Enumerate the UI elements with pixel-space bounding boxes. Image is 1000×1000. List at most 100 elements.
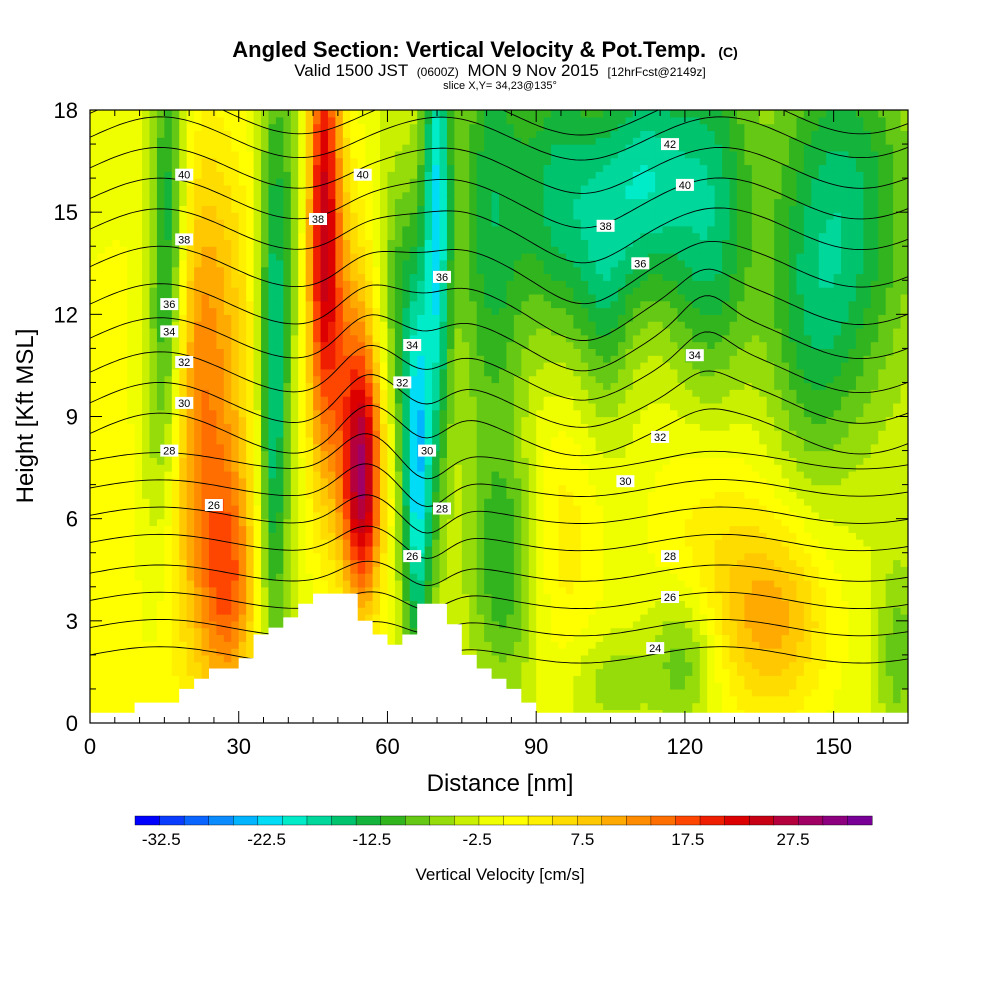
velocity-cell (640, 525, 649, 533)
velocity-cell (387, 423, 396, 431)
velocity-cell (372, 539, 381, 547)
velocity-cell (833, 511, 842, 520)
velocity-cell (142, 579, 151, 588)
velocity-cell (714, 457, 723, 465)
velocity-cell (179, 579, 188, 588)
velocity-cell (446, 491, 455, 499)
velocity-cell (186, 464, 195, 472)
velocity-cell (246, 566, 255, 574)
velocity-cell (365, 559, 374, 567)
velocity-cell (617, 695, 627, 704)
velocity-cell (751, 579, 760, 588)
velocity-cell (142, 505, 151, 513)
velocity-cell (558, 457, 567, 465)
velocity-cell (298, 470, 307, 479)
velocity-cell (684, 443, 693, 452)
velocity-cell (878, 675, 887, 683)
velocity-cell (521, 518, 530, 527)
velocity-cell (841, 579, 850, 588)
velocity-cell (179, 586, 188, 595)
velocity-cell (149, 484, 158, 493)
velocity-cell (186, 491, 195, 499)
velocity-cell (543, 573, 552, 581)
velocity-cell (766, 450, 775, 458)
velocity-cell (640, 443, 649, 452)
velocity-cell (811, 423, 820, 431)
velocity-cell (439, 586, 448, 595)
velocity-cell (826, 586, 835, 595)
velocity-cell (186, 443, 195, 452)
velocity-cell (647, 627, 656, 636)
velocity-cell (394, 573, 403, 581)
velocity-cell (551, 593, 560, 601)
velocity-cell (826, 614, 835, 622)
velocity-cell (536, 593, 545, 601)
velocity-cell (632, 450, 641, 458)
velocity-cell (90, 450, 99, 458)
velocity-cell (290, 430, 299, 438)
velocity-cell (142, 634, 151, 642)
velocity-cell (521, 593, 530, 601)
velocity-cell (647, 498, 656, 506)
velocity-cell (565, 498, 574, 506)
velocity-cell (194, 552, 203, 561)
velocity-cell (484, 552, 493, 561)
velocity-cell (499, 539, 508, 547)
velocity-cell (744, 627, 753, 636)
velocity-cell (855, 648, 864, 656)
velocity-cell (610, 511, 619, 520)
velocity-cell (499, 505, 508, 513)
velocity-cell (625, 511, 634, 520)
velocity-cell (736, 668, 745, 676)
velocity-cell (766, 525, 775, 533)
velocity-cell (551, 614, 560, 622)
velocity-cell (647, 682, 656, 690)
velocity-cell (736, 573, 745, 581)
velocity-cell (595, 498, 604, 506)
velocity-cell (878, 668, 887, 676)
velocity-cell (97, 532, 106, 540)
velocity-cell (142, 675, 151, 683)
velocity-cell (826, 634, 835, 642)
velocity-cell (119, 539, 128, 547)
velocity-cell (841, 470, 850, 479)
velocity-cell (729, 668, 738, 676)
velocity-cell (409, 593, 418, 601)
velocity-cell (171, 532, 180, 540)
velocity-cell (796, 682, 805, 690)
velocity-cell (461, 620, 470, 629)
velocity-cell (774, 457, 783, 465)
velocity-cell (357, 477, 366, 486)
velocity-cell (97, 702, 106, 710)
velocity-cell (714, 505, 723, 513)
velocity-cell (603, 457, 612, 465)
velocity-cell (90, 464, 99, 472)
velocity-cell (885, 566, 894, 574)
velocity-cell (179, 545, 188, 554)
velocity-cell (499, 668, 508, 676)
velocity-cell (781, 416, 790, 424)
velocity-cell (365, 607, 374, 615)
velocity-cell (699, 688, 708, 697)
velocity-cell (670, 566, 679, 574)
velocity-cell (402, 436, 411, 445)
velocity-cell (164, 552, 173, 561)
velocity-cell (439, 477, 448, 486)
velocity-cell (454, 518, 463, 527)
velocity-cell (729, 614, 738, 622)
velocity-cell (811, 648, 820, 656)
velocity-cell (632, 430, 641, 438)
velocity-cell (640, 505, 649, 513)
velocity-cell (863, 450, 872, 458)
velocity-cell (402, 491, 411, 499)
velocity-cell (885, 457, 894, 465)
velocity-cell (261, 607, 270, 615)
velocity-cell (365, 443, 374, 452)
velocity-cell (818, 436, 827, 445)
velocity-cell (223, 648, 232, 656)
velocity-cell (149, 566, 158, 574)
velocity-cell (387, 491, 396, 499)
velocity-cell (142, 614, 151, 622)
velocity-cell (625, 484, 634, 493)
velocity-cell (387, 450, 396, 458)
